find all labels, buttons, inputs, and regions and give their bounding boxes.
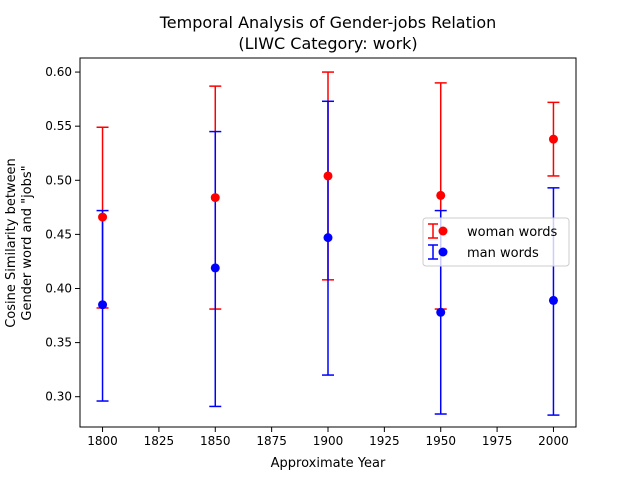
y-tick-label: 0.30 — [45, 390, 72, 404]
x-tick-label: 1875 — [256, 434, 287, 448]
woman-words-point — [548, 134, 558, 144]
chart-title-line-1: Temporal Analysis of Gender-jobs Relatio… — [159, 13, 497, 32]
legend-frame — [422, 217, 570, 267]
y-axis-label-line-1: Cosine Similarity between — [4, 158, 19, 328]
x-tick-label: 1925 — [369, 434, 400, 448]
man-words-point — [98, 300, 108, 310]
x-tick-label: 1800 — [87, 434, 118, 448]
man-words-point — [548, 295, 558, 305]
y-tick-label: 0.45 — [45, 227, 72, 241]
chart-title-line-2: (LIWC Category: work) — [238, 34, 417, 53]
y-tick-label: 0.50 — [45, 173, 72, 187]
man-words-point — [436, 307, 446, 317]
y-axis-label-line-2: Gender word and "jobs" — [20, 165, 35, 320]
x-axis-label: Approximate Year — [271, 456, 386, 471]
x-tick-label: 1900 — [313, 434, 344, 448]
y-tick-label: 0.60 — [45, 65, 72, 79]
x-tick-label: 1950 — [425, 434, 456, 448]
y-tick-label: 0.55 — [45, 119, 72, 133]
woman-words-point — [98, 212, 108, 222]
axes-frame — [79, 57, 577, 428]
legend-swatch-marker-man-words — [438, 247, 448, 257]
legend: woman words man words — [422, 217, 570, 267]
y-tick-label: 0.40 — [45, 281, 72, 295]
woman-words-point — [210, 193, 220, 203]
y-tick-label: 0.35 — [45, 336, 72, 350]
x-tick-label: 1975 — [482, 434, 513, 448]
x-tick-label: 1850 — [200, 434, 231, 448]
legend-label-man-words: man words — [467, 246, 539, 261]
x-tick-label: 2000 — [538, 434, 569, 448]
man-words-point — [323, 233, 333, 243]
woman-words-point — [323, 171, 333, 181]
woman-words-point — [436, 190, 446, 200]
plot-area: 1800 1825 1850 1875 1900 1925 1950 1975 2000 0.30… — [45, 57, 577, 448]
legend-swatch-marker-woman-words — [438, 226, 448, 236]
man-words-point — [210, 263, 220, 273]
x-tick-label: 1825 — [144, 434, 175, 448]
legend-label-woman-words: woman words — [467, 225, 558, 240]
